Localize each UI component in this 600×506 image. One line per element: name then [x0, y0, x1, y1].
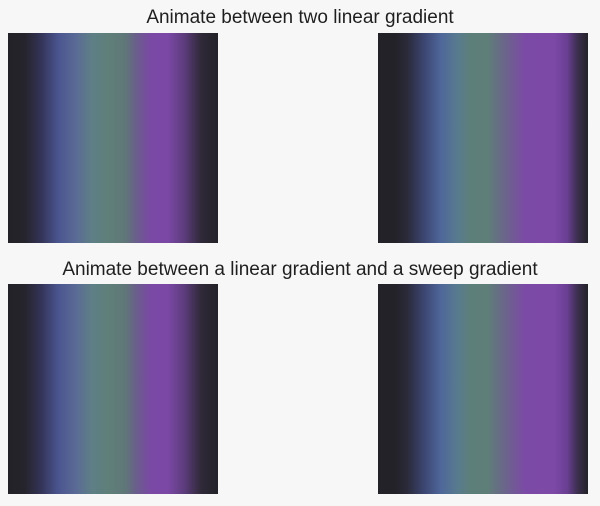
linear-to-sweep-box-end [378, 284, 588, 494]
linear-to-sweep-box-start [8, 284, 218, 494]
linear-gradient-box-start [8, 33, 218, 243]
section-title-two-linear: Animate between two linear gradient [146, 7, 454, 28]
linear-gradient-box-end [378, 33, 588, 243]
section-title-linear-sweep: Animate between a linear gradient and a … [62, 259, 538, 280]
